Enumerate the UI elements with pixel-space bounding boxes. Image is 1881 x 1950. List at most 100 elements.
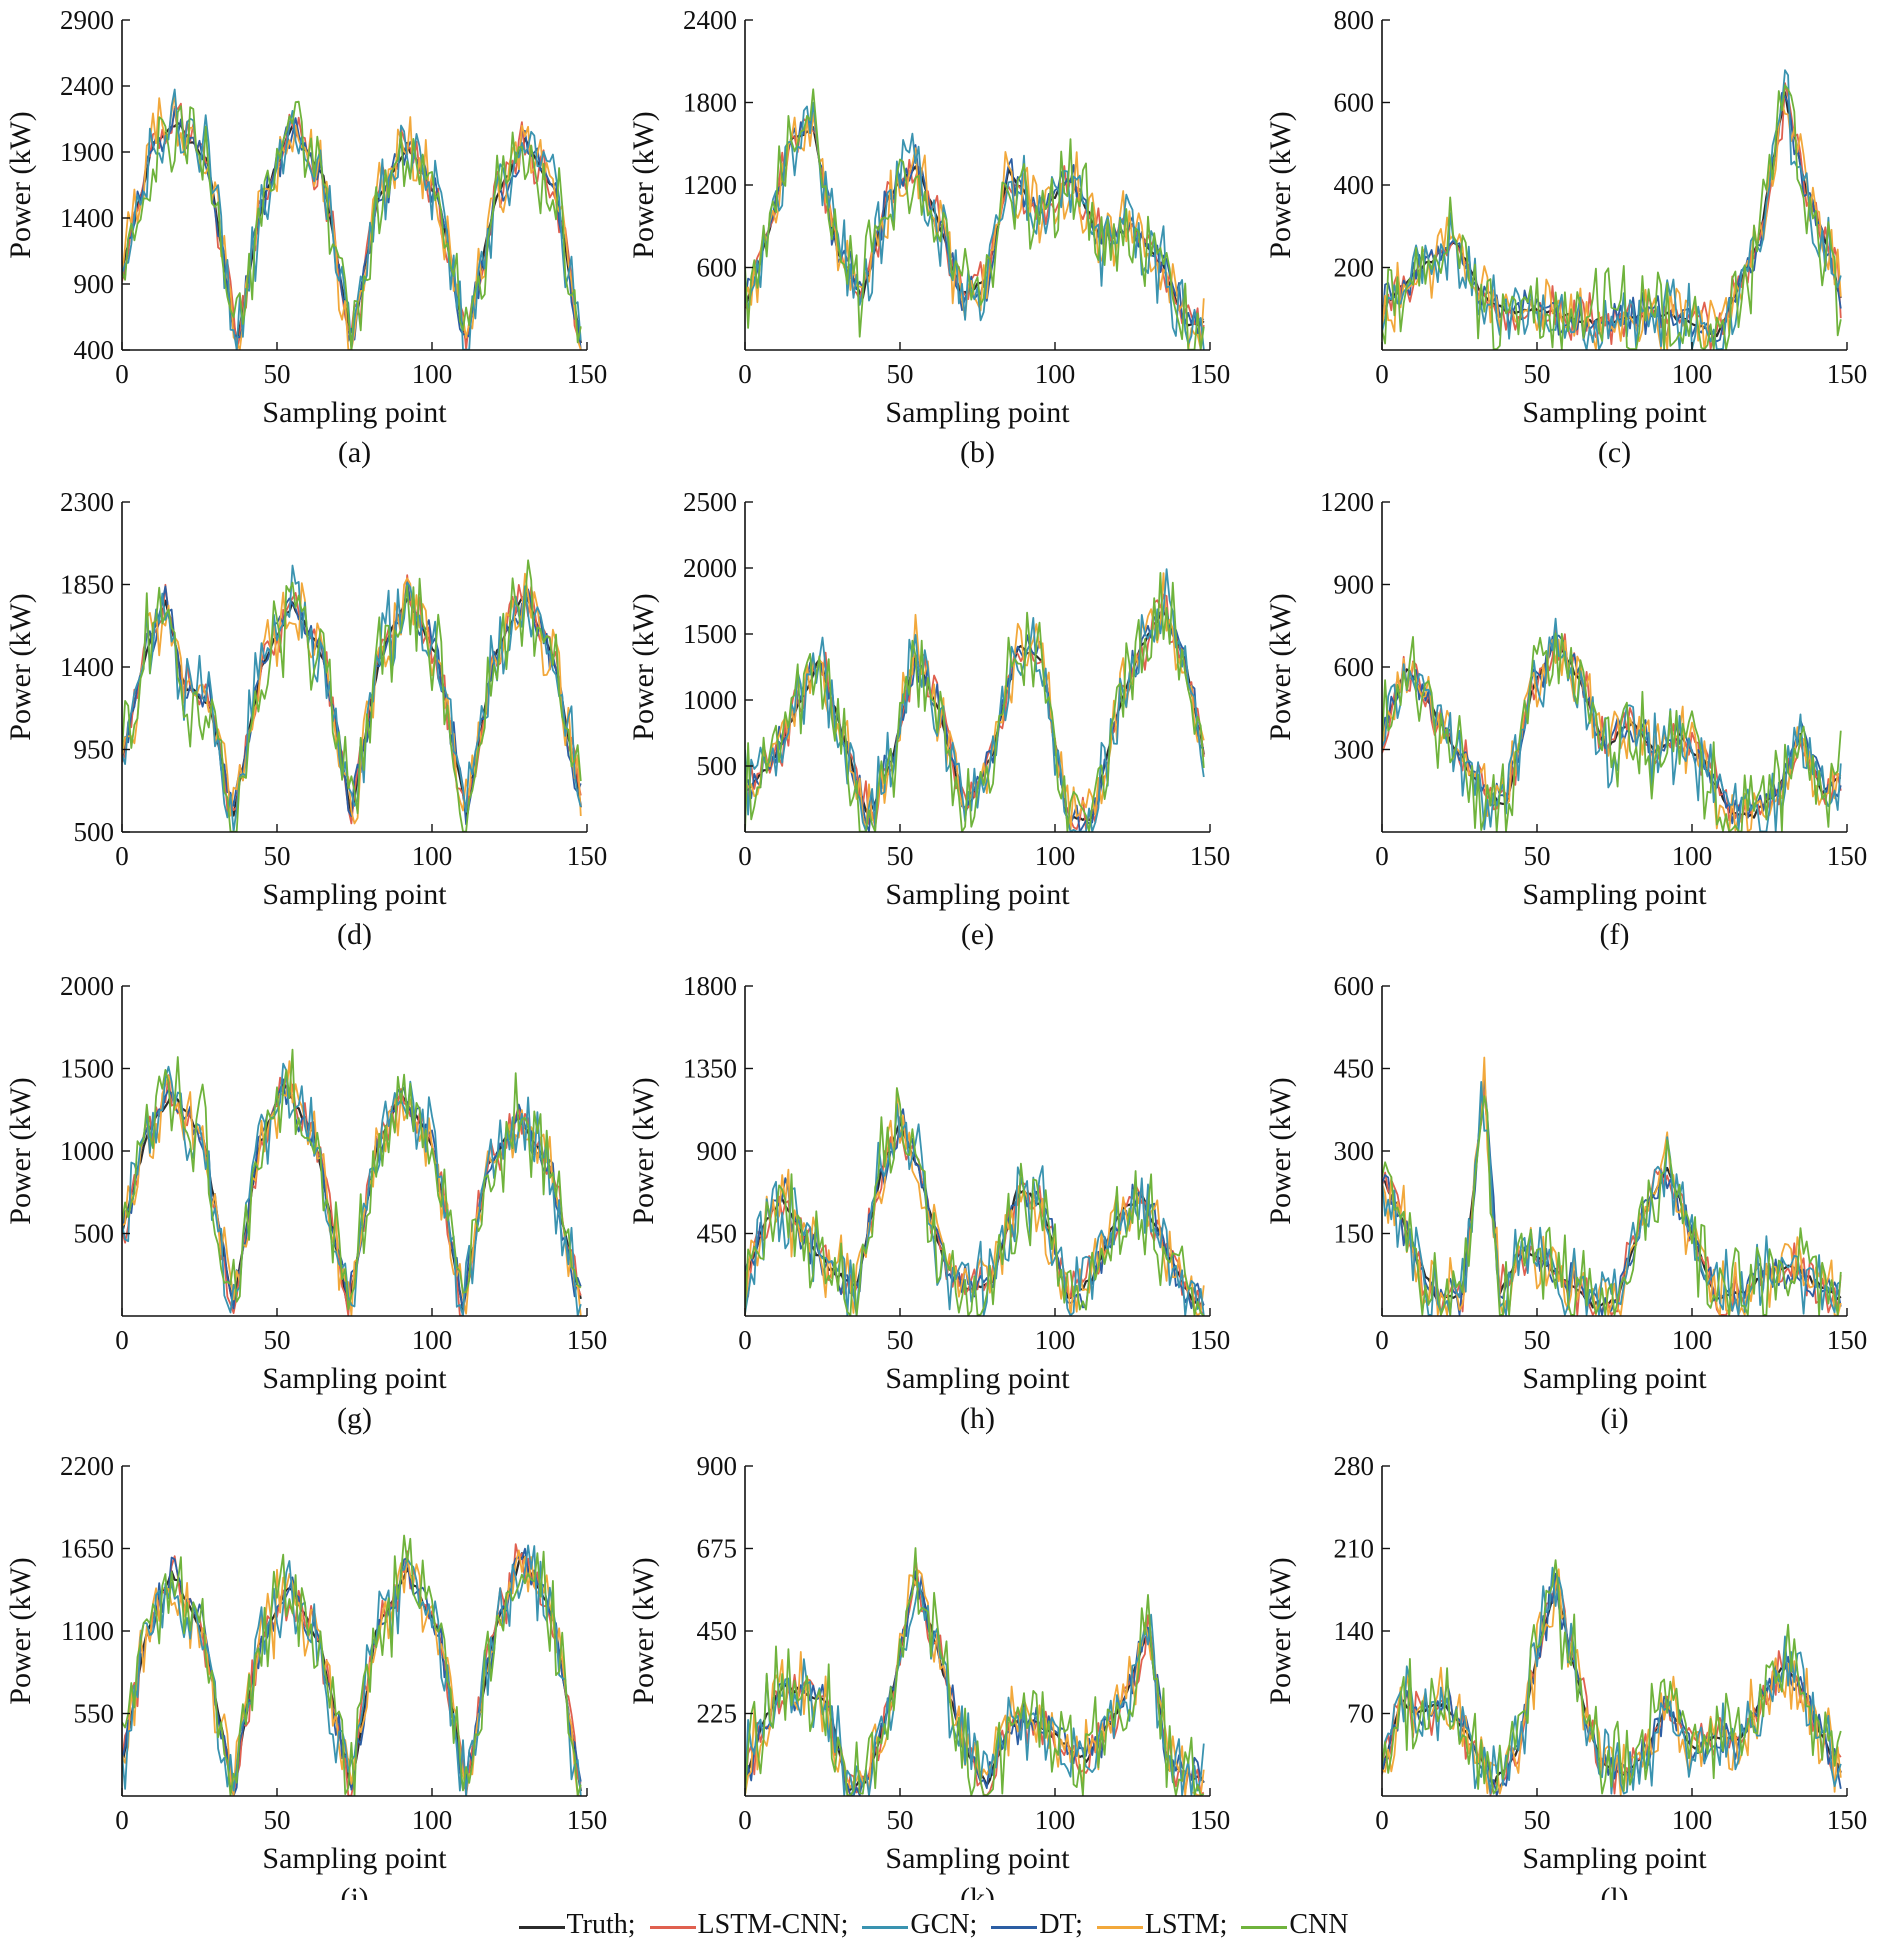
x-axis-label: Sampling point	[885, 1362, 1070, 1395]
series-line-dt	[1382, 634, 1842, 825]
chart-panel: 0 50 100 150 150 300 450 600 Sampling point Power…	[1264, 971, 1867, 1435]
panel-label: (h)	[960, 1402, 995, 1435]
chart-panel: 0 50 100 150 400 900 1400 1900 2400 2900 Sampling …	[4, 5, 607, 469]
x-tick-label: 100	[1672, 841, 1713, 871]
x-axis-label: Sampling point	[262, 396, 447, 429]
y-tick-label: 1800	[683, 971, 737, 1001]
legend-item: LSTM;	[1096, 1909, 1241, 1941]
x-axis-label: Sampling point	[262, 1842, 447, 1875]
y-axis-label: Power (kW)	[4, 1557, 37, 1704]
x-tick-label: 50	[264, 1805, 291, 1835]
x-tick-label: 0	[115, 1325, 129, 1355]
legend-label: Truth;	[566, 1909, 636, 1940]
y-axis-label: Power (kW)	[627, 1557, 660, 1704]
legend-label: CNN	[1289, 1909, 1349, 1940]
chart-panel: 0 50 100 150 200 400 600 800 Sampling point Power…	[1264, 5, 1867, 469]
y-tick-label: 1800	[683, 88, 737, 118]
x-tick-label: 50	[1524, 1805, 1551, 1835]
chart-panel: 0 50 100 150 70 140 210 280 Sampling point Power …	[1264, 1451, 1867, 1900]
chart-panel: 0 50 100 150 500 950 1400 1850 2300 Sampling poin…	[4, 487, 607, 951]
series-line-gcn	[1382, 69, 1842, 350]
y-tick-label: 600	[1334, 971, 1375, 1001]
legend-item: DT;	[991, 1909, 1097, 1941]
legend-swatch	[1241, 1925, 1288, 1929]
legend-swatch	[991, 1925, 1038, 1929]
y-tick-label: 2300	[60, 487, 114, 517]
y-tick-label: 140	[1334, 1616, 1375, 1646]
x-tick-label: 150	[1190, 841, 1231, 871]
y-tick-label: 1400	[60, 652, 114, 682]
y-tick-label: 1850	[60, 570, 114, 600]
y-tick-label: 1400	[60, 203, 114, 233]
panel-label: (j)	[340, 1882, 368, 1900]
y-tick-label: 1200	[1320, 487, 1374, 517]
x-tick-label: 100	[412, 359, 453, 389]
x-axis-label: Sampling point	[1522, 1842, 1707, 1875]
legend-swatch	[862, 1925, 909, 1929]
y-axis-label: Power (kW)	[1264, 111, 1297, 258]
y-axis-label: Power (kW)	[627, 593, 660, 740]
series-line-gcn	[745, 101, 1205, 350]
x-tick-label: 150	[1827, 1325, 1868, 1355]
x-tick-label: 150	[1827, 841, 1868, 871]
x-tick-label: 50	[1524, 841, 1551, 871]
chart-panel: 0 50 100 150 225 450 675 900 Sampling point Power…	[627, 1451, 1230, 1900]
panel-label: (c)	[1598, 436, 1631, 469]
y-tick-label: 2000	[60, 971, 114, 1001]
y-tick-label: 550	[74, 1699, 115, 1729]
x-tick-label: 150	[567, 1805, 608, 1835]
y-tick-label: 1900	[60, 137, 114, 167]
legend-item: Truth;	[518, 1909, 650, 1941]
chart-panel: 0 50 100 150 600 1200 1800 2400 Sampling point Po…	[627, 5, 1230, 469]
series-line-cnn	[745, 1087, 1205, 1316]
x-tick-label: 50	[1524, 359, 1551, 389]
x-tick-label: 0	[1375, 359, 1389, 389]
x-tick-label: 150	[567, 359, 608, 389]
x-tick-label: 0	[115, 1805, 129, 1835]
y-tick-label: 900	[697, 1451, 738, 1481]
legend-label: LSTM;	[1144, 1909, 1228, 1940]
panel-label: (l)	[1600, 1882, 1628, 1900]
y-tick-label: 300	[1334, 735, 1375, 765]
series-line-lstm	[1382, 102, 1842, 350]
y-tick-label: 210	[1334, 1534, 1375, 1564]
series-line-lstm	[122, 572, 582, 825]
x-tick-label: 50	[264, 359, 291, 389]
x-tick-label: 0	[738, 359, 752, 389]
x-tick-label: 150	[1827, 1805, 1868, 1835]
series-line-dt	[122, 107, 582, 350]
x-tick-label: 0	[115, 841, 129, 871]
legend-label: GCN;	[910, 1909, 978, 1940]
series-line-lstm	[1382, 638, 1842, 832]
y-tick-label: 1500	[60, 1054, 114, 1084]
x-tick-label: 50	[1524, 1325, 1551, 1355]
x-tick-label: 150	[567, 1325, 608, 1355]
x-tick-label: 100	[1035, 1805, 1076, 1835]
y-tick-label: 900	[697, 1136, 738, 1166]
y-tick-label: 200	[1334, 253, 1375, 283]
y-tick-label: 450	[697, 1219, 738, 1249]
y-axis-label: Power (kW)	[627, 111, 660, 258]
series-line-lstm-cnn	[745, 1130, 1205, 1316]
chart-panel: 0 50 100 150 550 1100 1650 2200 Sampling point Po…	[4, 1451, 607, 1900]
y-tick-label: 500	[74, 1219, 115, 1249]
y-axis-label: Power (kW)	[1264, 1077, 1297, 1224]
legend-item: LSTM-CNN;	[649, 1909, 863, 1941]
chart-panel: 0 50 100 150 500 1000 1500 2000 Sampling point Po…	[4, 971, 607, 1435]
legend: Truth; LSTM-CNN; GCN; DT; LSTM; CNN	[0, 1905, 1881, 1945]
x-tick-label: 100	[1035, 841, 1076, 871]
series-line-lstm-cnn	[745, 593, 1205, 831]
x-tick-label: 0	[738, 1325, 752, 1355]
x-tick-label: 150	[1827, 359, 1868, 389]
series-line-gcn	[745, 568, 1205, 832]
y-tick-label: 1000	[60, 1136, 114, 1166]
y-tick-label: 500	[74, 817, 115, 847]
y-tick-label: 1350	[683, 1054, 737, 1084]
series-line-lstm-cnn	[122, 574, 582, 825]
x-tick-label: 150	[1190, 1805, 1231, 1835]
y-tick-label: 2000	[683, 553, 737, 583]
y-tick-label: 600	[1334, 88, 1375, 118]
x-tick-label: 0	[738, 841, 752, 871]
y-tick-label: 2400	[60, 71, 114, 101]
legend-swatch	[1096, 1925, 1143, 1929]
